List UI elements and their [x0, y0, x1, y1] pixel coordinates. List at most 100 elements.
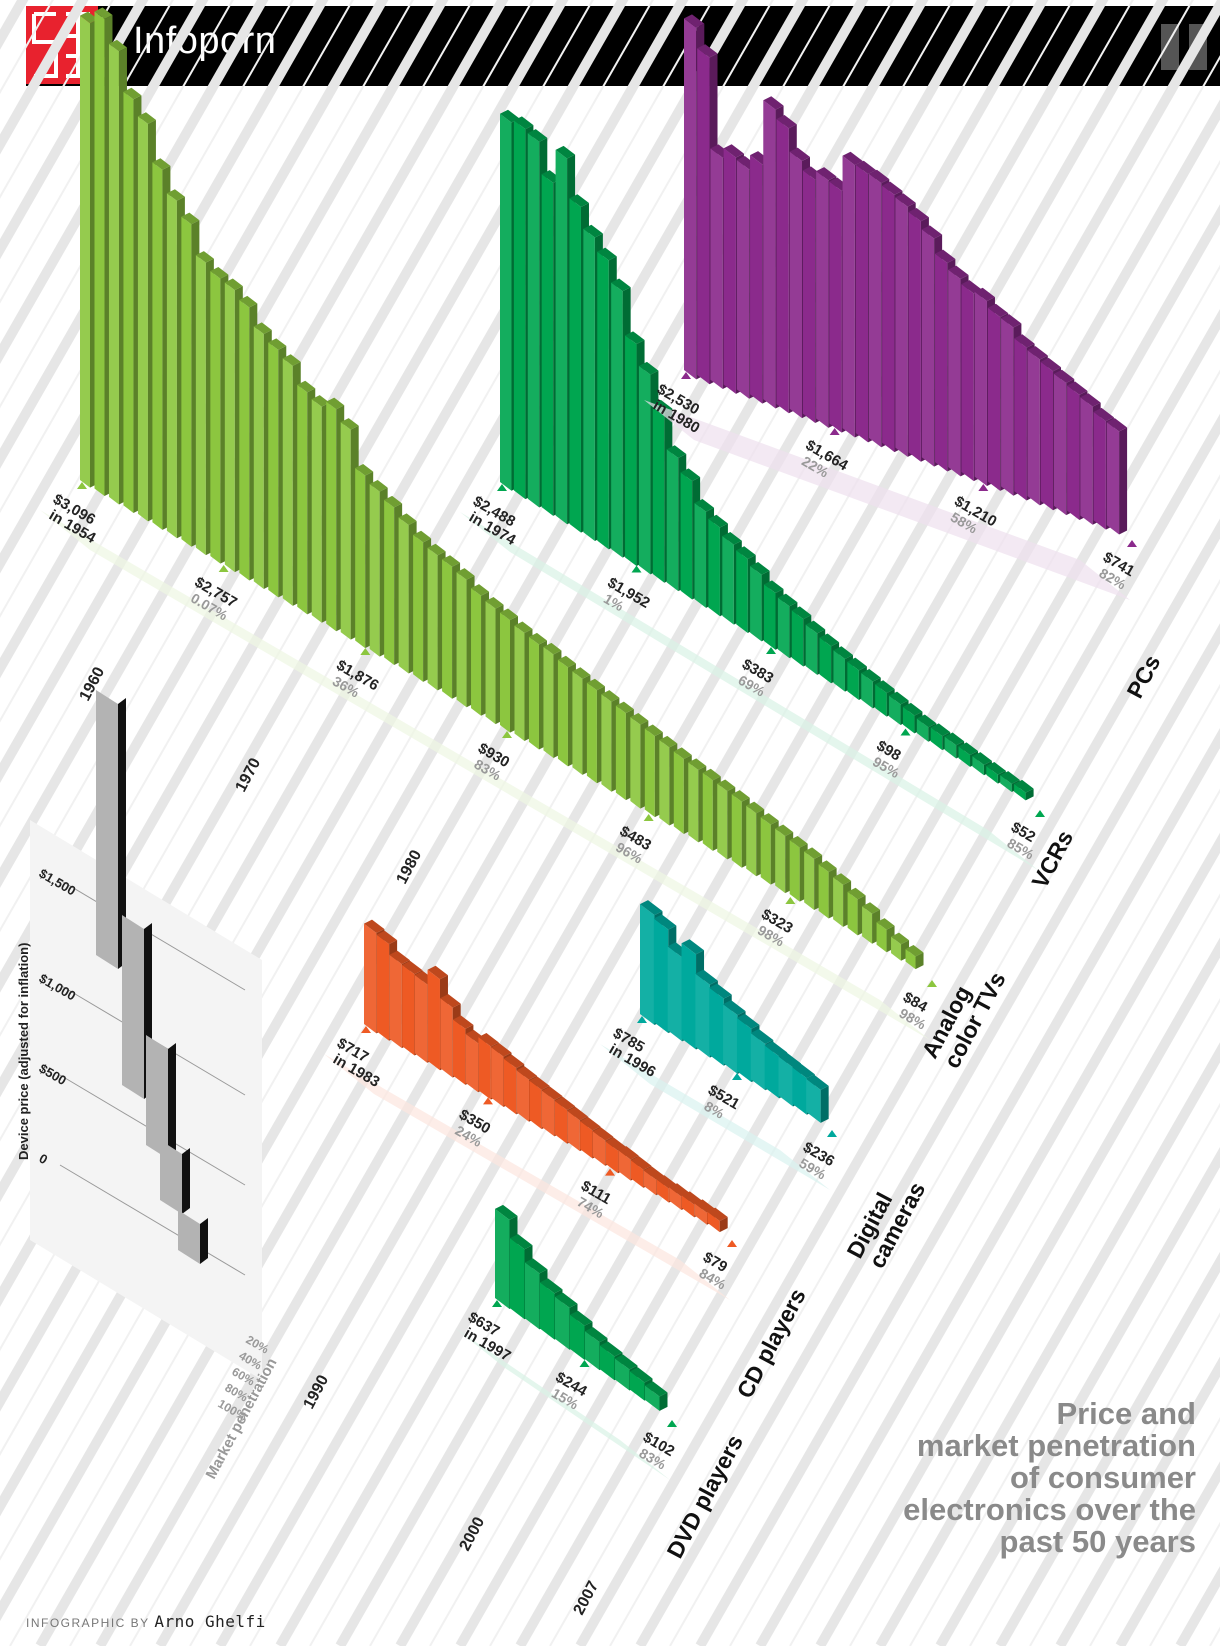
series-analog-color-tvs	[40, 7, 930, 1040]
bar-top	[855, 160, 877, 175]
bar-top	[806, 1074, 829, 1090]
series-label: CD players	[731, 1284, 810, 1402]
bar-top	[789, 835, 808, 848]
bar-front	[514, 625, 525, 742]
bar-front	[776, 118, 789, 414]
bar-front	[723, 148, 736, 394]
stripe-line	[0, 0, 449, 784]
bar-front	[643, 1170, 657, 1196]
bar-front	[789, 151, 802, 419]
bar-top	[986, 762, 1006, 775]
bar-front	[736, 1017, 752, 1083]
bar-top	[413, 530, 432, 543]
bar-front	[1080, 397, 1093, 525]
bar-top	[833, 873, 852, 885]
bar-top	[525, 1258, 548, 1274]
bar-front	[763, 100, 776, 409]
bar-front	[889, 695, 901, 726]
stripe-line	[0, 0, 174, 304]
bar-top	[1040, 357, 1062, 372]
bar-top	[921, 225, 943, 239]
bar-front	[585, 1331, 600, 1371]
bar-front	[569, 198, 581, 533]
bar-top	[974, 287, 995, 302]
bar-front	[557, 659, 568, 767]
legend-bar-side	[118, 698, 126, 969]
series-label: PCs	[1121, 651, 1165, 703]
bar-front	[736, 550, 748, 634]
bar-top	[895, 193, 916, 207]
bar-front	[710, 148, 723, 390]
stripe-line	[275, 0, 1220, 1646]
marker-triangle	[77, 482, 87, 489]
bar-front	[500, 612, 510, 733]
bar-front	[778, 1056, 793, 1107]
stripe-line	[369, 159, 1220, 1646]
marker-triangle	[360, 648, 371, 655]
bar-top	[847, 887, 866, 900]
bar-top	[1067, 381, 1088, 395]
bar-top	[644, 724, 663, 737]
bar-top	[763, 96, 784, 110]
bar-top	[557, 655, 576, 668]
stripe-line	[669, 683, 1220, 1646]
bar-front	[495, 1208, 510, 1310]
bar-top	[697, 44, 718, 58]
marker-triangle	[732, 1073, 742, 1080]
bar-top	[680, 468, 701, 482]
bar-top	[1001, 314, 1022, 328]
bar-front	[631, 1160, 644, 1188]
title-line: past 50 years	[999, 1524, 1196, 1559]
legend-bar	[160, 1140, 182, 1214]
bar-top	[708, 514, 728, 528]
bar-top	[1093, 407, 1114, 422]
bar-top	[630, 1367, 653, 1383]
bar-top	[510, 1234, 533, 1250]
bar-top	[529, 1076, 550, 1090]
bar-top	[640, 900, 663, 916]
bar-top	[1053, 369, 1075, 384]
bar-top	[297, 380, 316, 393]
bar-top	[882, 181, 903, 195]
bar-front	[875, 684, 887, 717]
bar-front	[541, 174, 554, 516]
stripe-line	[909, 1102, 1220, 1646]
stripe-line	[815, 937, 1220, 1646]
bar-front	[688, 762, 699, 843]
bar-front	[673, 751, 684, 834]
bar-front	[1000, 775, 1012, 793]
bar-front	[525, 1262, 540, 1330]
bar-front	[427, 969, 440, 1071]
bar-front	[1040, 361, 1054, 511]
stripe-line	[1209, 1626, 1220, 1646]
legend-bar-side	[168, 1043, 176, 1159]
bar-top	[1106, 418, 1128, 432]
bar-front	[1053, 373, 1067, 516]
bar-front	[948, 269, 961, 477]
bar-front	[554, 1100, 568, 1144]
bar-front	[516, 1070, 529, 1122]
bar-front	[580, 1121, 593, 1159]
bar-top	[618, 1146, 639, 1160]
bar-front	[414, 975, 428, 1063]
bar-front	[1027, 350, 1040, 506]
penetration-floor	[460, 512, 1038, 870]
bar-front	[528, 636, 539, 750]
bar-top	[723, 144, 744, 158]
stripe-line	[0, 0, 294, 514]
marker-triangle	[483, 1097, 493, 1105]
bar-front	[958, 746, 971, 767]
bar-front	[882, 185, 895, 453]
bar-top	[750, 1029, 774, 1045]
bar-top	[666, 445, 687, 458]
bar-front	[638, 365, 651, 575]
bar-front	[340, 422, 351, 640]
bar-top	[1014, 779, 1034, 793]
marker-triangle	[631, 565, 642, 573]
bar-front	[123, 91, 134, 513]
marker-triangle	[827, 1130, 837, 1137]
bar-top	[669, 1183, 690, 1197]
bar-top	[643, 1166, 665, 1180]
stripe-line	[575, 518, 1220, 1646]
credit: INFOGRAPHIC BY Arno Ghelfi	[26, 1612, 266, 1631]
